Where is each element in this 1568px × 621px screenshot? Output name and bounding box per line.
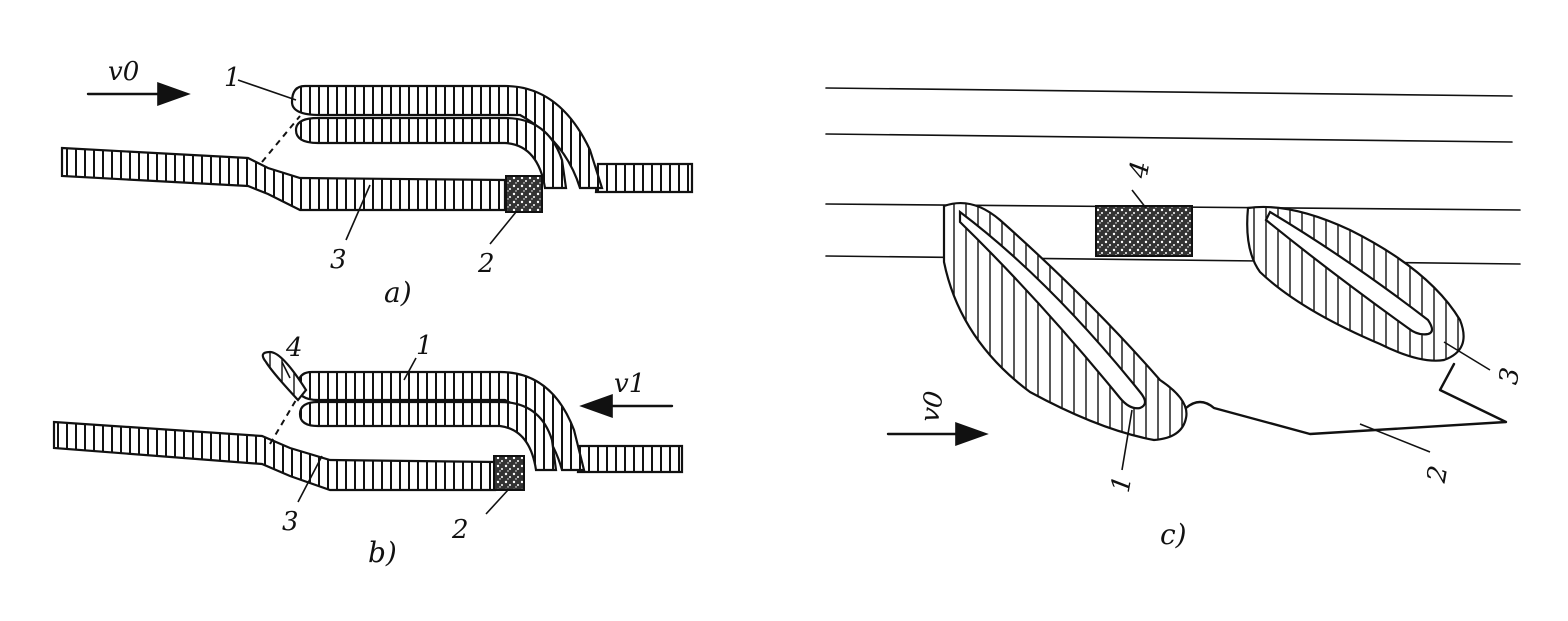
label-2-b: 2 <box>451 515 469 545</box>
outer-wall-right-b <box>576 444 684 474</box>
label-2-c: 2 <box>1422 463 1455 485</box>
inner-fold-b <box>298 400 558 472</box>
outer-wall-left-a <box>60 146 507 212</box>
label-4-c: 4 <box>1124 159 1157 181</box>
plug-2-b <box>493 455 525 491</box>
panel-b: v1 4 1 3 2 b) <box>52 331 684 569</box>
lobe-3-core <box>1264 210 1434 336</box>
layer-line-2 <box>825 133 1513 143</box>
caption-b: b) <box>368 536 397 569</box>
panel-c: v0 1 2 3 4 c) <box>825 87 1526 551</box>
label-4-b: 4 <box>285 333 303 363</box>
velocity-label-a: v0 <box>108 57 139 87</box>
label-3-c: 3 <box>1494 365 1526 387</box>
outer-wall-left-b <box>52 420 497 492</box>
layer-line-1 <box>825 87 1513 97</box>
region-2-c <box>1184 362 1508 436</box>
label-1-a: 1 <box>224 63 241 93</box>
label-1-c: 1 <box>1106 473 1138 495</box>
dashed-line-a <box>261 115 301 163</box>
label-3-a: 3 <box>330 245 347 275</box>
outer-wall-right-a <box>594 162 694 194</box>
plug-4-c <box>1095 205 1193 257</box>
dashed-line-b <box>269 399 297 445</box>
caption-a: a) <box>384 276 412 309</box>
label-3-b: 3 <box>282 507 299 537</box>
label-2-a: 2 <box>477 249 495 279</box>
velocity-label-b: v1 <box>614 369 645 399</box>
label-1-b: 1 <box>416 331 433 361</box>
layer-line-4 <box>825 255 1521 265</box>
plug-2-a <box>505 175 543 213</box>
velocity-label-c: v0 <box>915 389 950 425</box>
tip-4-b <box>261 350 308 402</box>
lobe-1-core <box>958 209 1147 410</box>
panel-a: v0 1 3 2 a) <box>60 57 694 309</box>
caption-c: c) <box>1160 518 1187 551</box>
inner-fold-a <box>294 116 568 190</box>
